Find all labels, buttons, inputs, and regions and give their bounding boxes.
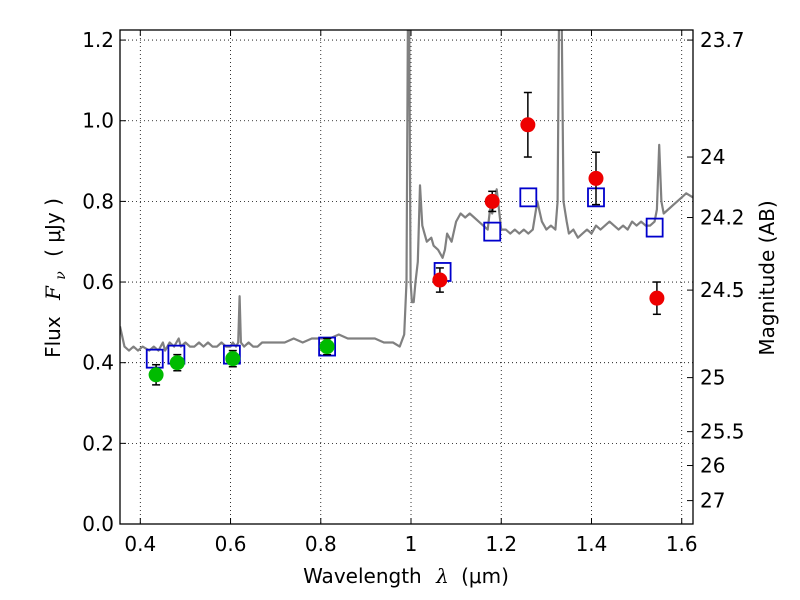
model-point-marker [483,221,502,242]
observed-point-marker [588,170,604,186]
axes-frame [119,29,694,525]
y-axis-symbol: F [41,285,65,301]
x-tick-label: 1.4 [576,532,608,556]
right-tick-label: 27 [700,489,725,513]
observed-point-marker [319,339,335,355]
x-tick-label: 1.6 [666,532,698,556]
observed-point-marker [432,272,448,288]
y-axis-subscript: ν [53,271,69,280]
y-axis-unit: ( μJy ) [41,198,65,257]
observed-point-marker [520,117,536,133]
x-tick-label: 1 [405,532,418,556]
ticks: 0.4 0.6 0.8 1 1.2 1.4 1.6 0.0 0.2 0.4 0.6 0.8 1.0 1.2… [82,28,744,556]
right-axis-label: Magnitude (AB) [755,200,779,355]
spectrum-line [120,30,693,352]
observed-point-marker [484,193,500,209]
y-tick-label: 0.6 [82,270,114,294]
y-tick-label: 0.0 [82,512,114,536]
right-tick-label: 25 [700,366,725,390]
model-point-marker [318,336,336,357]
y-axis-label-text: Flux [41,316,65,358]
observed-point-marker [169,355,185,371]
x-tick-label: 0.4 [124,532,156,556]
right-tick-label: 24 [700,145,725,169]
y-tick-label: 1.2 [82,28,114,52]
model-point-marker [519,187,538,208]
model-point-marker [645,217,664,238]
x-axis-label-text: Wavelength [303,564,422,588]
x-tick-label: 1.2 [485,532,517,556]
x-tick-label: 0.6 [215,532,247,556]
right-tick-label: 23.7 [700,28,745,52]
y-tick-label: 0.8 [82,189,114,213]
plot-area [120,30,693,386]
x-tick-label: 0.8 [305,532,337,556]
right-tick-label: 24.2 [700,206,745,230]
observed-point-marker [225,351,241,367]
x-axis-label: Wavelength λ (μm) [303,564,509,588]
right-tick-label: 26 [700,454,725,478]
observed-point-marker [649,290,665,306]
y-axis-label: Flux F ν ( μJy ) [41,198,70,358]
observed-point-marker [148,367,164,383]
right-tick-label: 24.5 [700,278,745,302]
y-tick-label: 0.2 [82,431,114,455]
x-axis-symbol: λ [435,564,449,588]
right-tick-label: 25.5 [700,420,745,444]
y-tick-label: 0.4 [82,351,114,375]
y-tick-label: 1.0 [82,109,114,133]
x-axis-unit: (μm) [461,564,509,588]
